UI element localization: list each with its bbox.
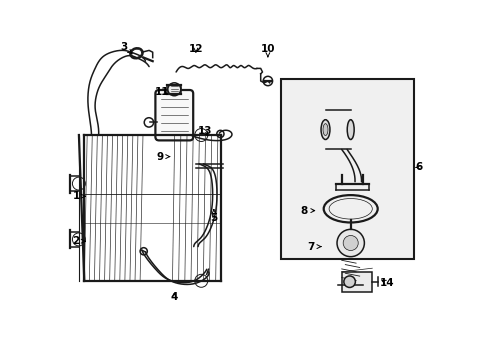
Text: 1: 1	[72, 191, 85, 201]
Ellipse shape	[323, 123, 327, 135]
Circle shape	[167, 83, 181, 96]
Text: 5: 5	[210, 210, 217, 223]
Text: 14: 14	[379, 278, 393, 288]
Text: 3: 3	[120, 42, 132, 54]
Text: 9: 9	[156, 152, 169, 162]
Circle shape	[343, 235, 358, 251]
Text: 6: 6	[415, 162, 422, 172]
Text: 2: 2	[72, 236, 85, 246]
Ellipse shape	[321, 120, 329, 139]
Ellipse shape	[346, 120, 353, 139]
Circle shape	[343, 276, 355, 287]
Text: 11: 11	[154, 87, 169, 97]
Bar	[341, 272, 371, 292]
Circle shape	[336, 229, 364, 257]
Bar	[280, 79, 413, 259]
Text: 13: 13	[197, 126, 212, 136]
FancyBboxPatch shape	[155, 90, 193, 140]
Text: 4: 4	[170, 292, 178, 302]
Text: 10: 10	[260, 44, 275, 57]
Text: 7: 7	[307, 242, 320, 252]
Text: 12: 12	[188, 44, 203, 54]
Text: 8: 8	[300, 206, 314, 216]
